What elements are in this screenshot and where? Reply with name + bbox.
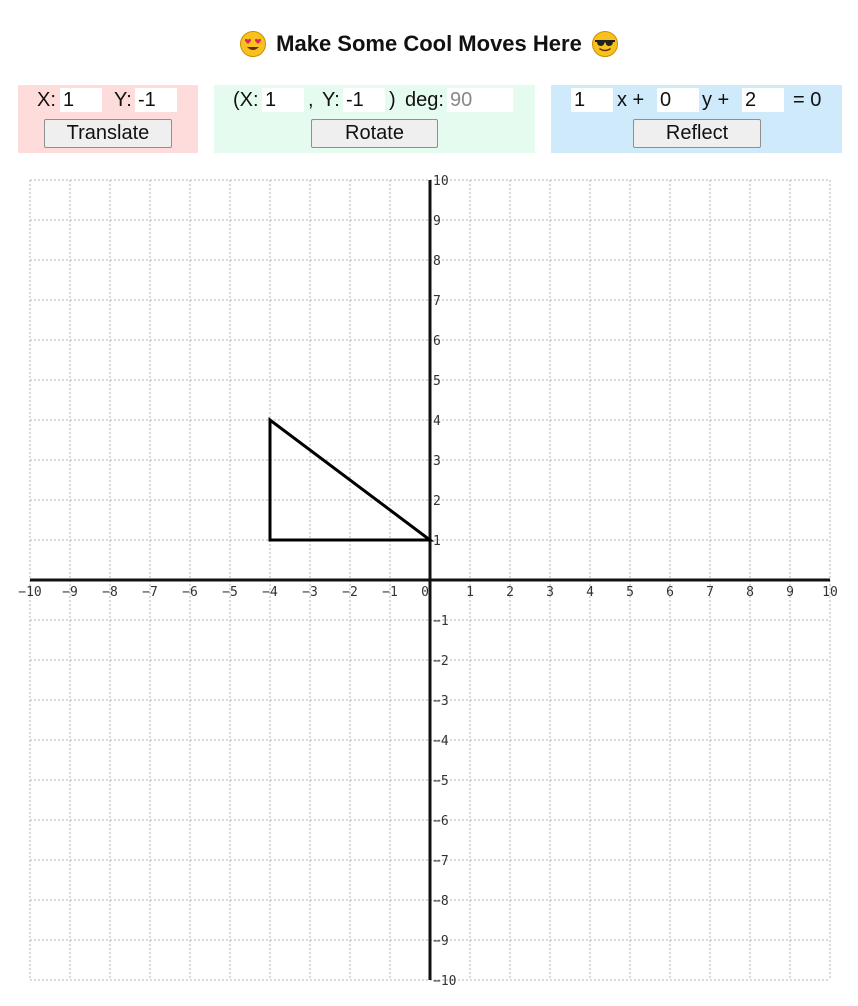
reflect-button[interactable]: Reflect [633,119,761,148]
y-tick-label: 4 [433,414,441,429]
x-tick-label: 3 [546,585,554,600]
y-tick-label: 2 [433,494,441,509]
translate-y-label: Y: [114,89,132,111]
coordinate-graph[interactable]: −10 −9 −8 −7 −6 −5 −4 −3 −2 −1 0 1 2 3 4 5 6 7 8 9 10 10 9 8 7 6 5… [0,170,858,1005]
translate-x-label: X: [37,89,56,111]
rotate-degree-input[interactable] [447,88,513,112]
translate-button[interactable]: Translate [44,119,172,148]
rotate-close-label: ) [389,89,396,111]
reflect-y-label: y + [702,89,730,111]
coordinate-plane[interactable]: −10 −9 −8 −7 −6 −5 −4 −3 −2 −1 0 1 2 3 4 5 6 7 8 9 101098765… [0,170,858,1000]
x-tick-label: 10 [822,585,838,600]
x-tick-label: 2 [506,585,514,600]
y-tick-label: −7 [433,854,449,869]
y-tick-label: 8 [433,254,441,269]
y-tick-label: −10 [433,974,456,989]
page-title-bar: Make Some Cool Moves Here [0,28,858,60]
y-tick-label: 6 [433,334,441,349]
y-tick-label: −9 [433,934,449,949]
axes [30,180,830,980]
y-tick-label: 5 [433,374,441,389]
x-tick-label: −5 [222,585,238,600]
reflect-x-label: x + [617,89,645,111]
x-tick-label: −9 [62,585,78,600]
triangle-shape [268,417,435,542]
rotate-x-input[interactable] [262,88,304,112]
y-tick-label: 9 [433,214,441,229]
x-tick-label: 0 [421,585,429,600]
x-tick-label: 1 [466,585,474,600]
page-title: Make Some Cool Moves Here [276,31,582,56]
y-tick-label: −4 [433,734,449,749]
x-tick-label: 9 [786,585,794,600]
x-tick-label: −4 [262,585,278,600]
rotate-button[interactable]: Rotate [311,119,438,148]
x-tick-label: −10 [18,585,41,600]
shape-layer [268,417,435,542]
x-tick-label: −7 [142,585,158,600]
reflect-a-input[interactable] [571,88,613,112]
sunglasses-emoji-icon [591,31,618,57]
translate-panel: X: Y: Translate [18,85,198,153]
rotate-y-label: Y: [322,89,340,111]
reflect-c-input[interactable] [742,88,784,112]
reflect-panel: x + y + = 0 Reflect [551,85,842,153]
rotate-comma-label: , [308,89,314,111]
x-tick-label: −1 [382,585,398,600]
y-tick-label: −6 [433,814,449,829]
y-tick-label: −1 [433,614,449,629]
x-tick-label: 5 [626,585,634,600]
rotate-deg-label: deg: [405,89,444,111]
x-tick-label: 8 [746,585,754,600]
heart-eyes-emoji-icon [240,31,267,57]
y-tick-label: −2 [433,654,449,669]
y-tick-label: 7 [433,294,441,309]
y-tick-label: −8 [433,894,449,909]
y-tick-label: 1 [433,534,441,549]
y-tick-label: 3 [433,454,441,469]
x-tick-label: −3 [302,585,318,600]
rotate-panel: (X: , Y: ) deg: Rotate [214,85,535,153]
x-tick-label: 7 [706,585,714,600]
x-tick-label: −6 [182,585,198,600]
reflect-eq-label: = 0 [793,89,822,111]
x-tick-label: −2 [342,585,358,600]
reflect-b-input[interactable] [657,88,699,112]
x-tick-label: 6 [666,585,674,600]
translate-y-input[interactable] [135,88,177,112]
y-tick-label: −5 [433,774,449,789]
rotate-open-label: (X: [233,89,259,111]
translate-x-input[interactable] [60,88,102,112]
tick-labels: −10 −9 −8 −7 −6 −5 −4 −3 −2 −1 0 1 2 3 4 5 6 7 8 9 101098765… [18,174,838,989]
rotate-y-input[interactable] [343,88,385,112]
x-tick-label: −8 [102,585,118,600]
x-tick-label: 4 [586,585,594,600]
y-tick-label: 10 [433,174,449,189]
y-tick-label: −3 [433,694,449,709]
